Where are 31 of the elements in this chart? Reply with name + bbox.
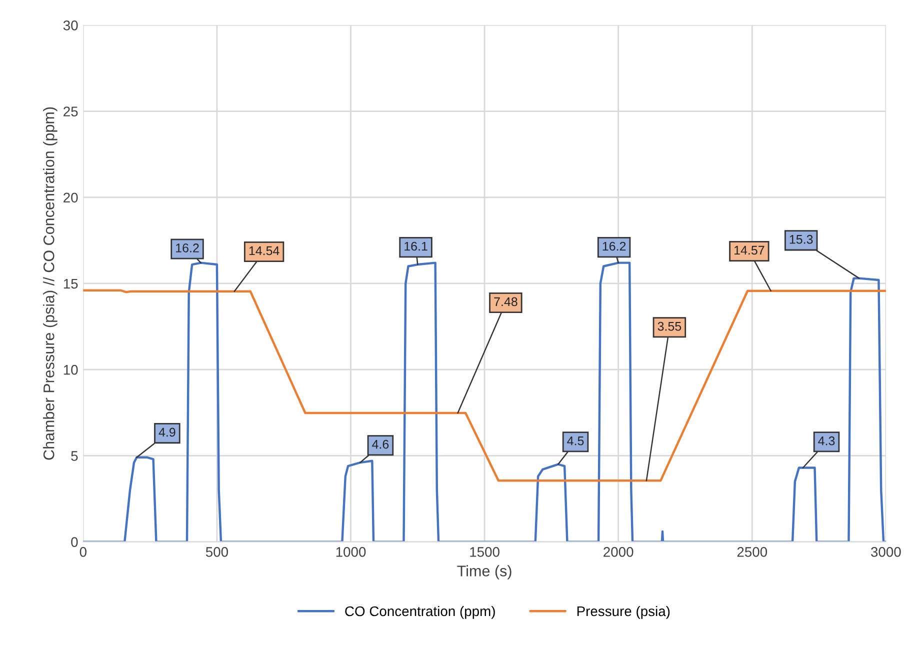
data-label: 4.9 <box>158 428 176 437</box>
y-tick-label: 25 <box>64 106 78 116</box>
data-label: 4.5 <box>567 436 584 446</box>
x-tick-label: 2500 <box>737 547 768 557</box>
y-axis-title: Chamber Pressure (psia) // CO Concentration (ppm) <box>43 107 58 460</box>
legend-label: Pressure (psia) <box>577 606 670 619</box>
y-tick-label: 30 <box>63 20 78 30</box>
y-tick-label: 5 <box>71 451 78 461</box>
data-label: 16.2 <box>602 242 626 251</box>
data-label: 4.3 <box>818 436 835 446</box>
x-axis-title: Time (s) <box>457 565 512 580</box>
data-label: 14.54 <box>249 246 280 256</box>
x-tick-label: 1500 <box>470 547 500 557</box>
line-series <box>83 289 886 482</box>
x-tick-label: 3000 <box>871 547 901 557</box>
data-label: 16.2 <box>176 244 199 252</box>
x-tick-label: 1000 <box>336 547 366 557</box>
data-label: 16.1 <box>404 242 428 251</box>
x-tick-label: 2000 <box>604 547 634 557</box>
x-tick-label: 500 <box>206 547 228 557</box>
data-label: 15.3 <box>790 234 813 244</box>
legend-label: CO Concentration (ppm) <box>345 606 495 619</box>
y-tick-label: 15 <box>64 278 78 289</box>
data-label: 7.48 <box>494 297 518 306</box>
y-tick-label: 10 <box>64 364 78 375</box>
x-tick-label: 0 <box>80 547 86 557</box>
y-tick-label: 20 <box>64 192 78 203</box>
y-tick-label: 0 <box>71 537 78 547</box>
data-label: 4.6 <box>372 440 389 449</box>
data-label: 3.55 <box>658 322 682 331</box>
data-label: 14.57 <box>734 246 764 255</box>
